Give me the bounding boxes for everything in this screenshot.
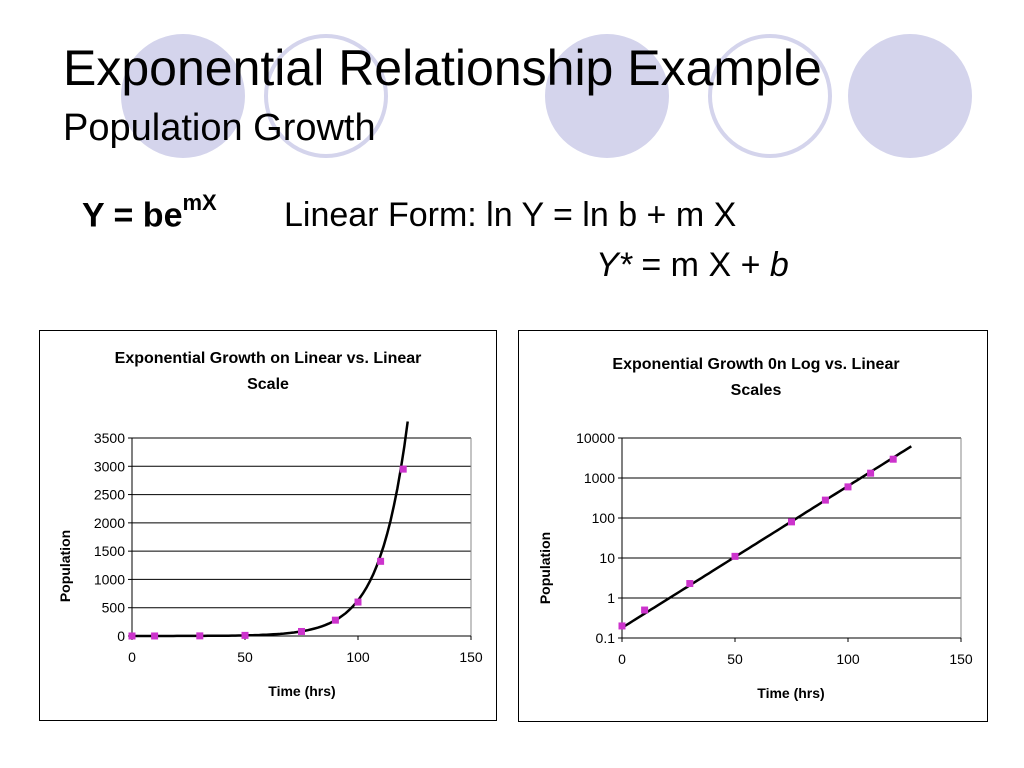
equation-exponent: mX (182, 190, 217, 215)
chart-title-line2: Scales (731, 382, 782, 399)
y-tick-label: 3000 (94, 458, 125, 474)
y-tick-label: 1 (607, 590, 615, 606)
deco-circle-outline (708, 34, 832, 158)
chart-linear: Exponential Growth on Linear vs. Linear … (57, 350, 483, 699)
x-axis-label: Time (hrs) (268, 683, 335, 699)
trend-line (132, 421, 409, 638)
y-tick-label: 1000 (584, 470, 615, 486)
x-tick-label: 0 (618, 651, 626, 667)
deco-circle-outline (264, 34, 388, 158)
chart-panel-log: Exponential Growth 0n Log vs. Linear Sca… (518, 330, 988, 722)
y-tick-label: 10000 (576, 430, 615, 446)
equation-base: Y = be (82, 196, 183, 235)
data-point (128, 632, 136, 640)
deco-circle-filled (545, 34, 669, 158)
transformed-mid: = m X + (631, 246, 770, 284)
y-tick-label: 1500 (94, 543, 125, 559)
deco-circle-filled (848, 34, 972, 158)
y-tick-label: 0 (117, 628, 125, 644)
data-point (686, 580, 694, 588)
data-point (641, 606, 649, 614)
data-point (844, 483, 852, 491)
linear-form-equation: Linear Form: ln Y = ln b + m X (284, 196, 737, 234)
data-point (354, 598, 362, 606)
y-tick-label: 2500 (94, 487, 125, 503)
chart-title-line2: Scale (247, 376, 289, 393)
data-point (821, 496, 829, 504)
data-point (241, 631, 249, 639)
y-axis-label: Population (537, 532, 553, 604)
trend-line (621, 445, 912, 629)
transformed-y: Y* (596, 246, 632, 284)
chart-log: Exponential Growth 0n Log vs. Linear Sca… (537, 356, 973, 701)
x-tick-label: 150 (459, 649, 483, 665)
transformed-b: b (769, 246, 789, 284)
data-point (151, 632, 159, 640)
data-point (331, 616, 339, 624)
chart-panel-linear: Exponential Growth on Linear vs. Linear … (39, 330, 497, 721)
data-point (867, 469, 875, 477)
y-axis-label: Population (57, 530, 73, 602)
x-tick-label: 50 (237, 649, 253, 665)
y-tick-label: 2000 (94, 515, 125, 531)
data-point (788, 518, 795, 526)
x-tick-label: 0 (128, 649, 136, 665)
x-tick-label: 50 (727, 651, 743, 667)
x-tick-label: 100 (346, 649, 370, 665)
chart-title-line1: Exponential Growth 0n Log vs. Linear (612, 356, 899, 373)
slide-subtitle: Population Growth (63, 107, 376, 149)
x-axis-label: Time (hrs) (757, 685, 824, 701)
data-point (399, 465, 407, 473)
y-tick-label: 10 (599, 550, 615, 566)
transformed-equation: Y* = m X + b (596, 246, 789, 285)
data-point (298, 627, 305, 635)
data-point (377, 557, 385, 565)
data-point (889, 455, 897, 463)
y-tick-label: 3500 (94, 430, 125, 446)
y-tick-label: 1000 (94, 571, 125, 587)
decorative-circles (121, 34, 972, 158)
deco-circle-filled (121, 34, 245, 158)
x-tick-label: 100 (836, 651, 860, 667)
y-tick-label: 100 (592, 510, 616, 526)
slide-title: Exponential Relationship Example (63, 40, 822, 96)
data-point (196, 632, 204, 640)
y-tick-label: 0.1 (596, 630, 616, 646)
chart-title-line1: Exponential Growth on Linear vs. Linear (115, 350, 422, 367)
data-point (618, 622, 626, 630)
y-tick-label: 500 (102, 600, 126, 616)
exponential-equation: Y = bemX (82, 190, 217, 235)
x-tick-label: 150 (949, 651, 973, 667)
data-point (731, 552, 739, 560)
